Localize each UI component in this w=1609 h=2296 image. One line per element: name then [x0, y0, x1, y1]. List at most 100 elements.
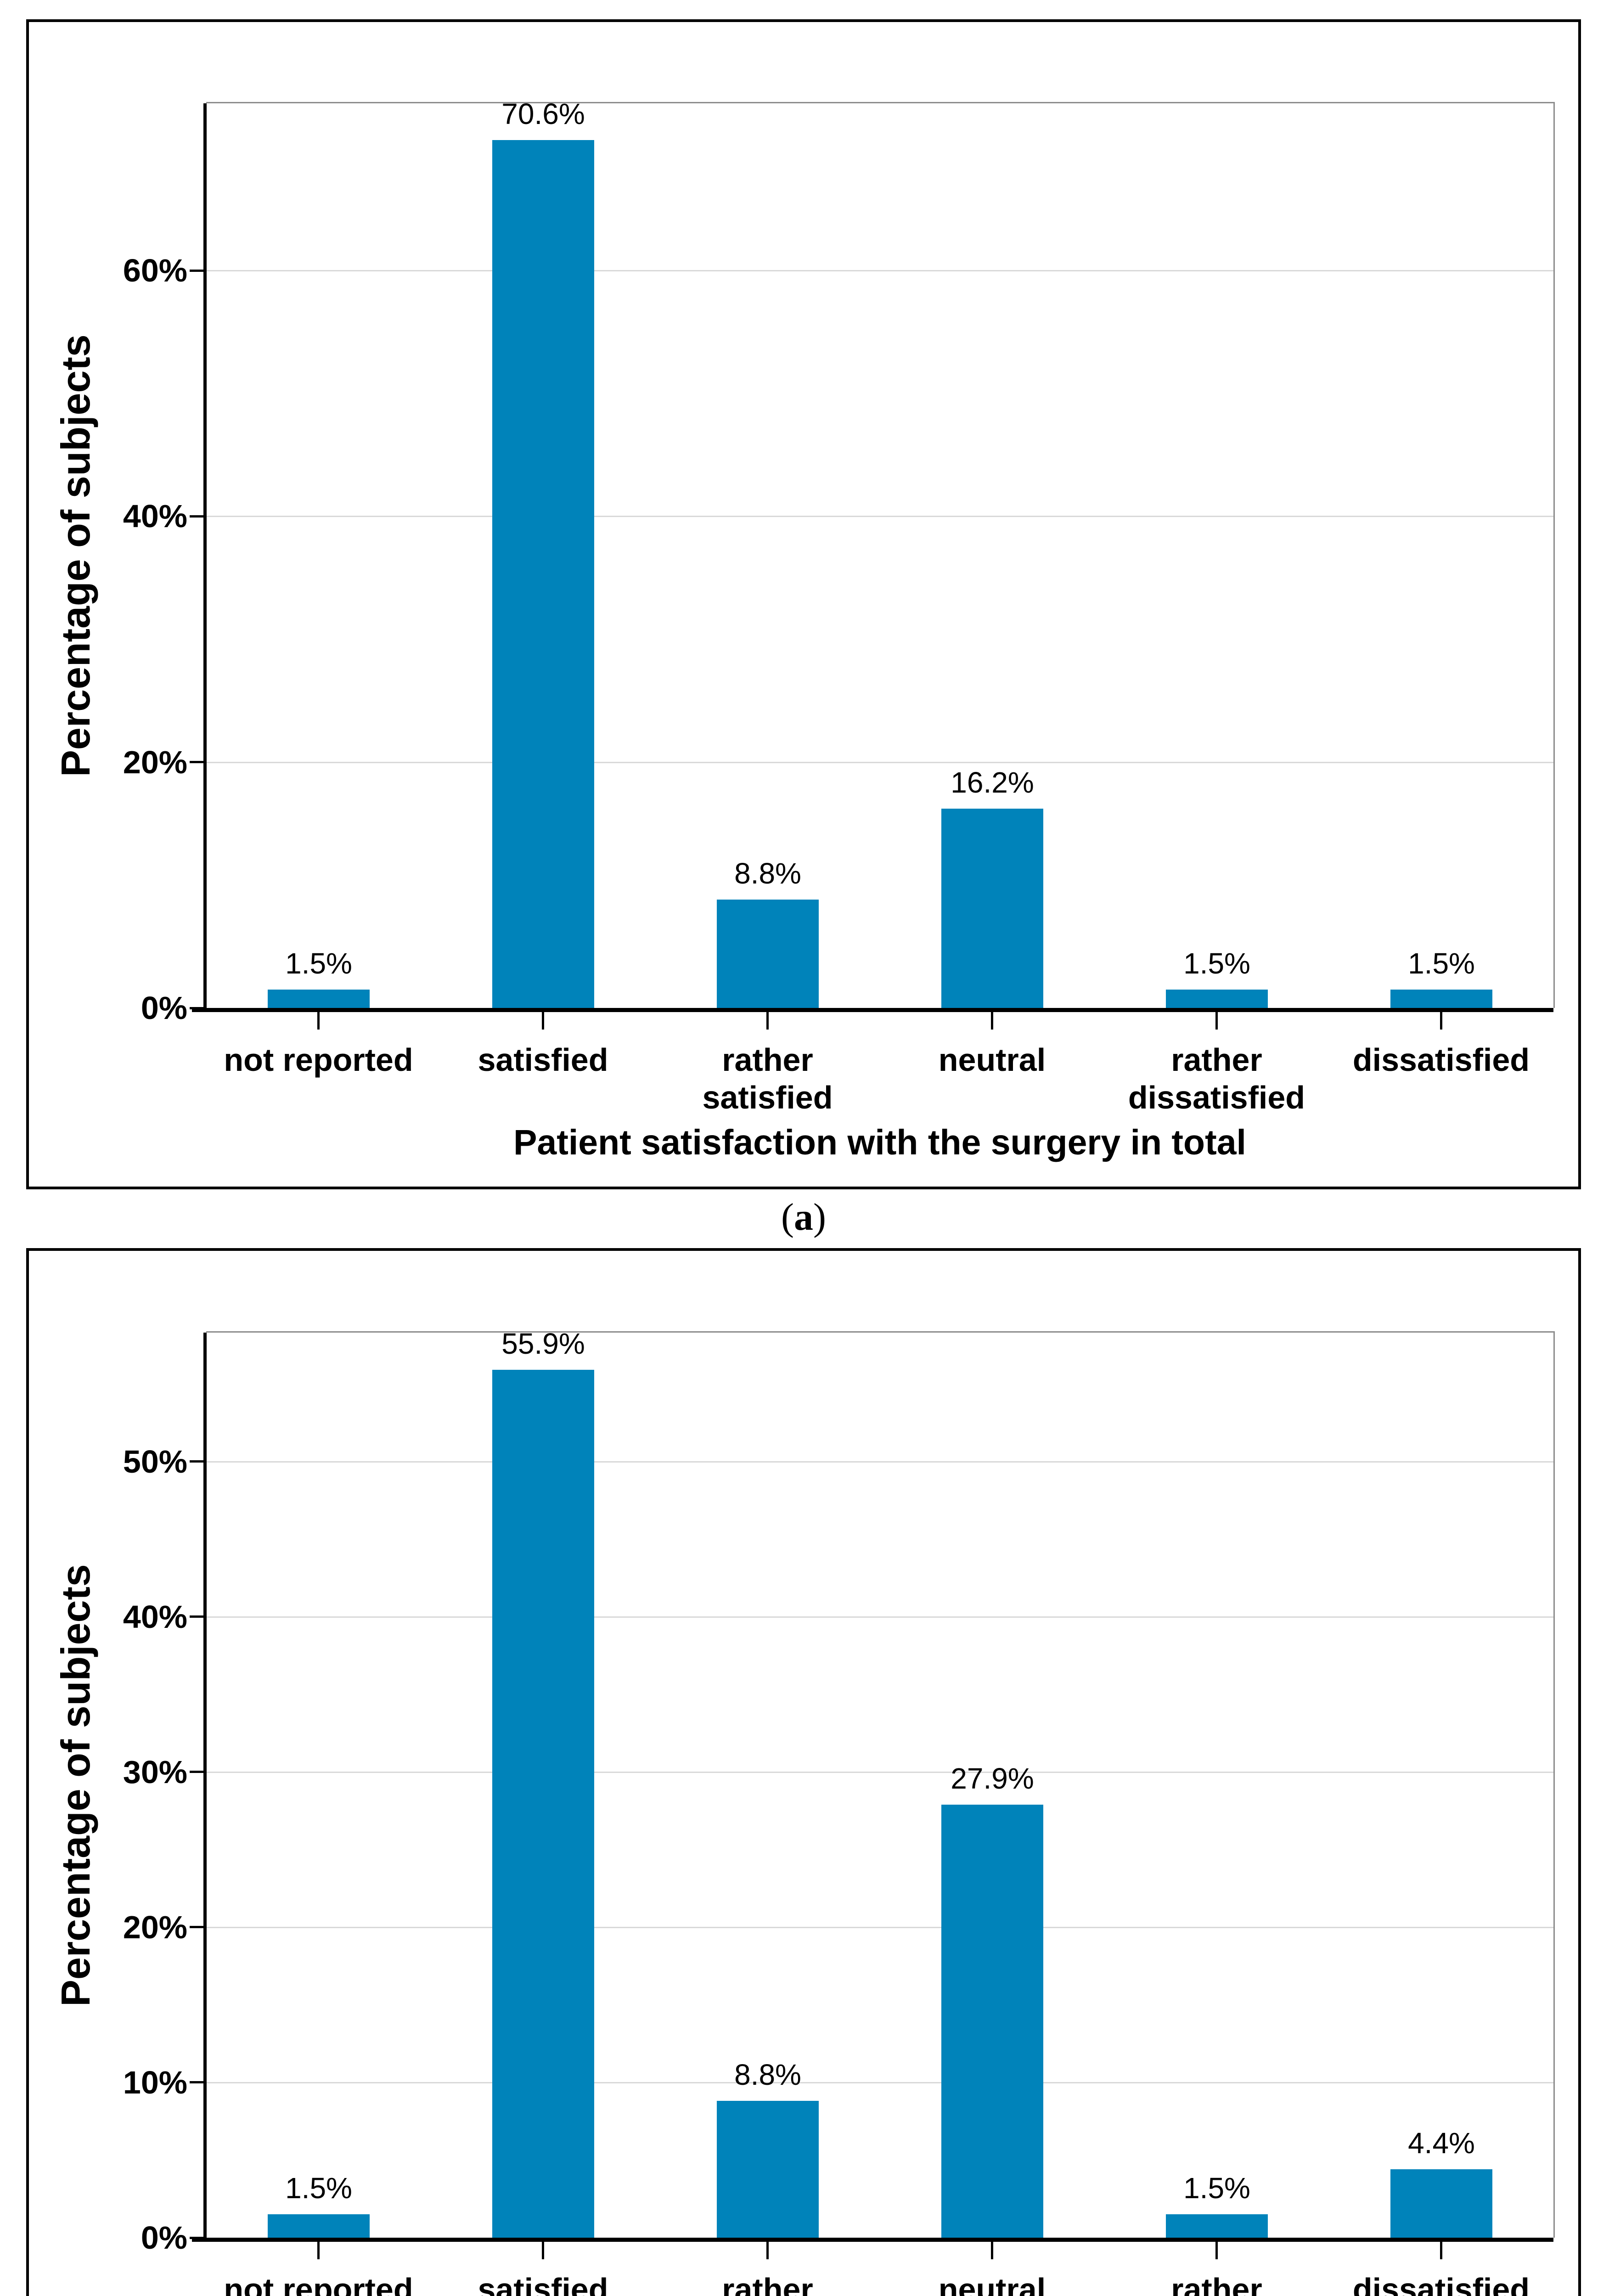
x-category-label-line: dissatisfied	[1128, 1080, 1305, 1115]
y-axis-title: Percentage of subjects	[53, 1564, 98, 2007]
x-tick-mark	[1440, 1012, 1442, 1030]
bar-not-reported	[268, 990, 370, 1008]
bar-rather-dissatisfied	[1166, 990, 1268, 1008]
y-axis-title: Percentage of subjects	[53, 334, 98, 777]
bar-rather-dissatisfied	[1166, 2214, 1268, 2238]
x-category-label-line: satisfied	[478, 2272, 608, 2296]
y-tick-mark	[190, 515, 206, 518]
bar-value-label: 55.9%	[501, 1327, 585, 1360]
x-tick-mark	[542, 2242, 544, 2259]
bar-dissatisfied	[1390, 990, 1492, 1008]
y-tick-label: 40%	[123, 1599, 187, 1635]
x-category-label: satisfied	[431, 2271, 655, 2296]
x-category-label-line: neutral	[938, 1042, 1046, 1078]
plot-frame-right	[1553, 103, 1555, 1008]
y-tick-mark	[190, 2081, 206, 2083]
bar-value-label: 1.5%	[285, 947, 352, 980]
bar-value-label: 1.5%	[1183, 2172, 1250, 2205]
y-tick-mark	[190, 1771, 206, 1773]
caption-paren-close: )	[813, 1196, 826, 1238]
bar-neutral	[941, 809, 1043, 1008]
bar-value-label: 16.2%	[951, 766, 1034, 799]
x-category-label-line: rather	[722, 2272, 813, 2296]
x-tick-mark	[991, 2242, 993, 2259]
x-axis-line	[192, 2238, 1553, 2242]
x-category-label: not reported	[206, 2271, 431, 2296]
x-tick-mark	[1215, 1012, 1218, 1030]
y-tick-mark	[190, 1460, 206, 1463]
caption-paren-open: (	[781, 1196, 794, 1238]
x-category-label: satisfied	[431, 1041, 655, 1079]
bar-satisfied	[492, 140, 594, 1008]
x-tick-mark	[317, 1012, 320, 1030]
bar-not-reported	[268, 2214, 370, 2238]
gridline-50	[206, 1461, 1553, 1463]
x-category-label-line: rather	[1171, 2272, 1262, 2296]
plot-frame-top	[206, 1331, 1555, 1333]
bar-dissatisfied	[1390, 2169, 1492, 2238]
x-tick-mark	[991, 1012, 993, 1030]
bar-satisfied	[492, 1370, 594, 2238]
gridline-20	[206, 1927, 1553, 1928]
y-axis-line	[203, 103, 207, 1012]
x-tick-mark	[766, 1012, 769, 1030]
y-tick-label: 60%	[123, 253, 187, 288]
x-category-label-line: not reported	[224, 1042, 413, 1078]
x-category-label: dissatisfied	[1329, 1041, 1553, 1079]
bar-value-label: 1.5%	[285, 2172, 352, 2205]
y-tick-label: 40%	[123, 498, 187, 534]
plot-frame-right	[1553, 1333, 1555, 2238]
x-category-label: dissatisfied	[1329, 2271, 1553, 2296]
x-tick-mark	[766, 2242, 769, 2259]
x-axis-title: Patient satisfaction with the surgery in…	[513, 1123, 1246, 1162]
x-category-label-line: dissatisfied	[1352, 1042, 1530, 1078]
bar-value-label: 1.5%	[1183, 947, 1250, 980]
x-axis-line	[192, 1008, 1553, 1012]
x-tick-mark	[1215, 2242, 1218, 2259]
bar-value-label: 8.8%	[734, 2058, 801, 2091]
gridline-60	[206, 270, 1553, 271]
caption-a: (a)	[26, 1193, 1581, 1241]
x-tick-mark	[317, 2242, 320, 2259]
bar-value-label: 27.9%	[951, 1762, 1034, 1795]
y-tick-label: 20%	[123, 744, 187, 780]
y-tick-mark	[190, 1926, 206, 1928]
y-tick-mark	[190, 761, 206, 763]
gridline-10	[206, 2082, 1553, 2083]
y-tick-label: 10%	[123, 2065, 187, 2100]
panel-a	[26, 19, 1581, 1189]
x-category-label-line: rather	[722, 1042, 813, 1078]
gridline-40	[206, 1616, 1553, 1618]
gridline-40	[206, 516, 1553, 517]
x-category-label: not reported	[206, 1041, 431, 1079]
bar-rather-satisfied	[717, 900, 819, 1008]
bar-value-label: 4.4%	[1408, 2127, 1475, 2160]
x-category-label-line: neutral	[938, 2272, 1046, 2296]
gridline-30	[206, 1772, 1553, 1773]
bar-neutral	[941, 1805, 1043, 2238]
y-tick-label: 50%	[123, 1444, 187, 1480]
x-category-label: neutral	[880, 2271, 1104, 2296]
caption-letter: a	[794, 1196, 813, 1238]
y-tick-mark	[190, 1615, 206, 1618]
x-category-label-line: rather	[1171, 1042, 1262, 1078]
x-tick-mark	[542, 1012, 544, 1030]
y-tick-label: 0%	[141, 2220, 187, 2256]
gridline-20	[206, 762, 1553, 763]
y-tick-mark	[190, 270, 206, 272]
x-category-label-line: satisfied	[478, 1042, 608, 1078]
bar-value-label: 70.6%	[501, 97, 585, 130]
x-category-label-line: not reported	[224, 2272, 413, 2296]
y-tick-label: 30%	[123, 1754, 187, 1790]
y-tick-label: 20%	[123, 1909, 187, 1945]
x-category-label-line: dissatisfied	[1352, 2272, 1530, 2296]
bar-value-label: 8.8%	[734, 857, 801, 890]
x-category-label-line: satisfied	[702, 1080, 833, 1115]
bar-rather-satisfied	[717, 2101, 819, 2238]
y-tick-label: 0%	[141, 990, 187, 1026]
bar-value-label: 1.5%	[1408, 947, 1475, 980]
